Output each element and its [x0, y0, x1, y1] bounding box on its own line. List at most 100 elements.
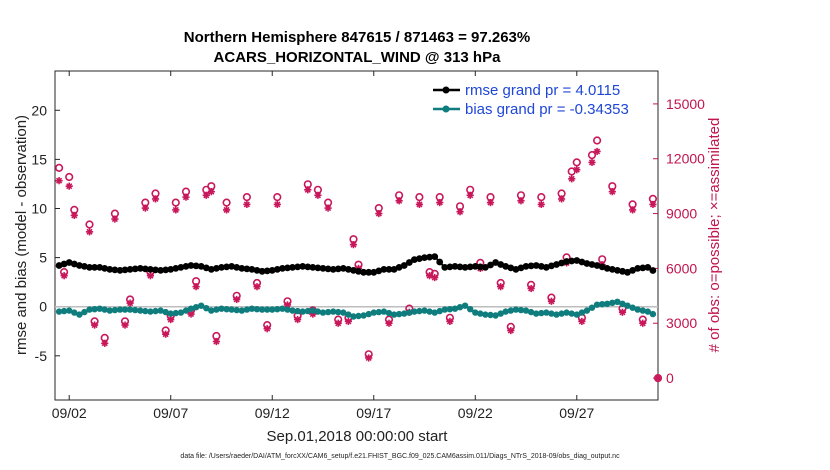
rmse-point	[86, 264, 93, 271]
asterisk-stroke	[152, 195, 159, 203]
rmse-point	[253, 267, 261, 274]
assimilated-obs-marker	[192, 283, 200, 291]
bias-point	[472, 309, 479, 316]
asterisk-stroke	[538, 201, 545, 208]
bias-point	[456, 304, 464, 311]
asterisk-stroke	[223, 206, 230, 213]
possible-obs-marker	[65, 172, 74, 182]
asterisk-stroke	[507, 327, 514, 334]
bias-point	[111, 306, 119, 314]
rmse-point	[649, 267, 657, 274]
legend-rmse-label: rmse grand pr = 4.0115	[465, 82, 620, 99]
asterisk-stroke	[619, 309, 626, 316]
left-y-tick-label: 10	[31, 200, 47, 216]
rmse-point	[324, 265, 332, 273]
asterisk-stroke	[365, 354, 372, 362]
bias-point	[167, 310, 174, 317]
bias-point	[279, 305, 286, 312]
assimilated-obs-marker	[349, 241, 358, 249]
x-tick-label: 09/17	[356, 405, 391, 421]
bias-point	[512, 306, 520, 313]
assimilated-obs-marker	[55, 177, 63, 185]
bias-point	[497, 310, 504, 317]
rmse-point	[502, 263, 510, 270]
bias-point	[649, 310, 657, 318]
x-tick-label: 09/12	[255, 405, 290, 421]
asterisk-stroke	[101, 340, 108, 347]
rmse-point	[482, 264, 489, 271]
asterisk-stroke	[578, 318, 585, 325]
possible-obs-marker	[85, 220, 94, 229]
x-tick-label: 09/07	[153, 405, 188, 421]
assimilated-obs-marker	[573, 166, 581, 174]
assimilated-obs-marker	[182, 193, 190, 201]
assimilated-obs-marker	[436, 199, 444, 207]
assimilated-obs-marker	[146, 272, 155, 280]
bias-point	[319, 309, 327, 316]
bias-point	[629, 304, 636, 311]
rmse-point	[273, 266, 281, 273]
asterisk-stroke	[649, 201, 657, 208]
bias-point	[619, 300, 626, 307]
assimilated-obs-marker	[517, 197, 525, 205]
right-y-tick-label: 6000	[666, 260, 697, 276]
rmse-point	[319, 265, 327, 272]
bias-point	[451, 305, 459, 312]
asterisk-stroke	[456, 208, 464, 215]
rmse-point	[304, 263, 312, 271]
asterisk-stroke	[548, 298, 555, 305]
asterisk-stroke	[431, 274, 438, 281]
rmse-point	[634, 265, 642, 272]
bias-point	[395, 310, 403, 318]
asterisk-stroke	[446, 318, 453, 325]
bias-point	[142, 307, 149, 315]
bias-point	[304, 307, 311, 315]
bias-point	[137, 307, 144, 314]
bias-point	[91, 306, 98, 313]
possible-obs-marker	[171, 198, 180, 207]
assimilated-obs-marker	[243, 200, 251, 209]
bias-point	[385, 309, 393, 317]
bias-point	[309, 307, 316, 314]
rmse-point	[243, 265, 251, 273]
asterisk-stroke	[436, 199, 443, 206]
rmse-point	[329, 266, 337, 273]
assimilated-obs-marker	[527, 284, 535, 293]
assimilated-obs-marker	[202, 191, 210, 199]
bias-point	[588, 304, 596, 311]
assimilated-obs-marker	[304, 186, 312, 194]
bias-point	[76, 311, 83, 318]
rmse-point	[573, 257, 581, 264]
bias-point	[106, 307, 114, 314]
legend: rmse grand pr = 4.0115 bias grand pr = -…	[433, 82, 629, 118]
assimilated-obs-marker	[547, 297, 556, 305]
rmse-point	[238, 265, 246, 272]
rmse-point	[248, 266, 256, 273]
asterisk-stroke	[187, 311, 195, 318]
possible-obs-marker	[587, 151, 597, 160]
assimilated-obs-marker	[172, 206, 180, 214]
assimilated-obs-marker	[111, 215, 119, 223]
possible-obs-marker	[572, 158, 581, 167]
rmse-point	[121, 266, 129, 274]
asterisk-stroke	[385, 320, 393, 327]
rmse-point	[289, 264, 296, 271]
rmse-point	[294, 263, 301, 271]
rmse-point	[268, 267, 276, 274]
bias-point	[604, 300, 611, 307]
asterisk-stroke	[345, 318, 352, 325]
assimilated-obs-marker	[187, 310, 195, 318]
bias-point	[639, 307, 646, 314]
bias-point	[578, 309, 586, 316]
asterisk-stroke	[588, 159, 596, 166]
assimilated-obs-marker	[537, 200, 545, 209]
bias-point	[248, 305, 256, 312]
bias-point	[345, 311, 352, 318]
asterisk-stroke	[162, 331, 169, 338]
bias-point	[375, 308, 382, 316]
bias-point	[517, 306, 525, 314]
rmse-point	[365, 268, 373, 276]
rmse-point	[522, 263, 530, 270]
bias-point	[548, 310, 555, 317]
bias-point	[416, 307, 423, 315]
